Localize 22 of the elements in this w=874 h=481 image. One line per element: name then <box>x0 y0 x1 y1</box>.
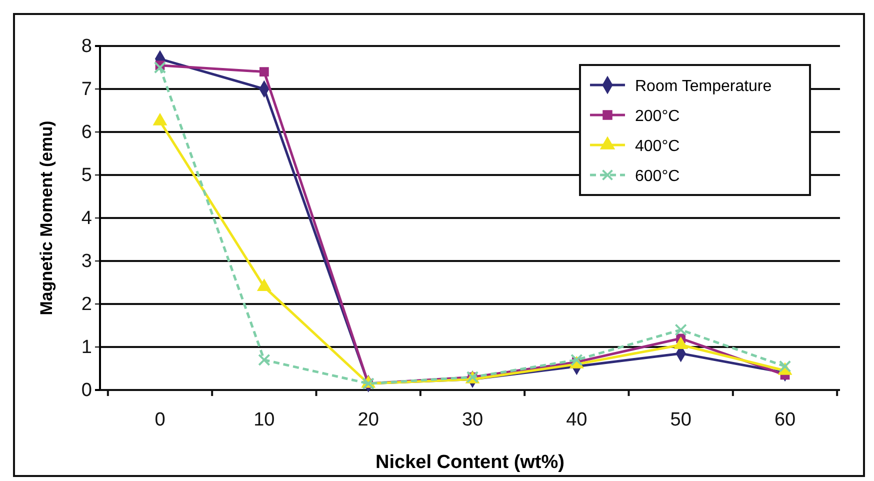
y-tick-label: 8 <box>81 36 92 58</box>
legend-label: 400°C <box>635 138 680 155</box>
x-tick-label: 50 <box>670 409 692 430</box>
y-tick-label: 3 <box>81 251 92 272</box>
y-tick-label: 7 <box>81 79 92 100</box>
y-tick-label: 2 <box>81 294 92 316</box>
y-axis-title: Magnetic Moment (emu) <box>37 120 56 316</box>
y-tick-label: 0 <box>81 380 92 402</box>
legend-label: Room Temperature <box>635 78 772 95</box>
x-tick-label: 20 <box>358 409 379 430</box>
legend-label: 200°C <box>635 108 680 125</box>
y-tick-label: 5 <box>81 165 92 186</box>
x-tick-label: 40 <box>566 409 588 430</box>
y-tick-label: 4 <box>81 208 92 230</box>
x-tick-label: 60 <box>774 409 796 430</box>
y-tick-label: 1 <box>81 337 92 358</box>
x-axis-title: Nickel Content (wt%) <box>376 452 564 473</box>
x-tick-label: 10 <box>254 409 275 430</box>
x-tick-label: 30 <box>462 409 484 430</box>
y-tick-label: 6 <box>81 122 92 144</box>
x-tick-label: 0 <box>154 409 166 430</box>
legend-label: 600°C <box>635 168 680 185</box>
